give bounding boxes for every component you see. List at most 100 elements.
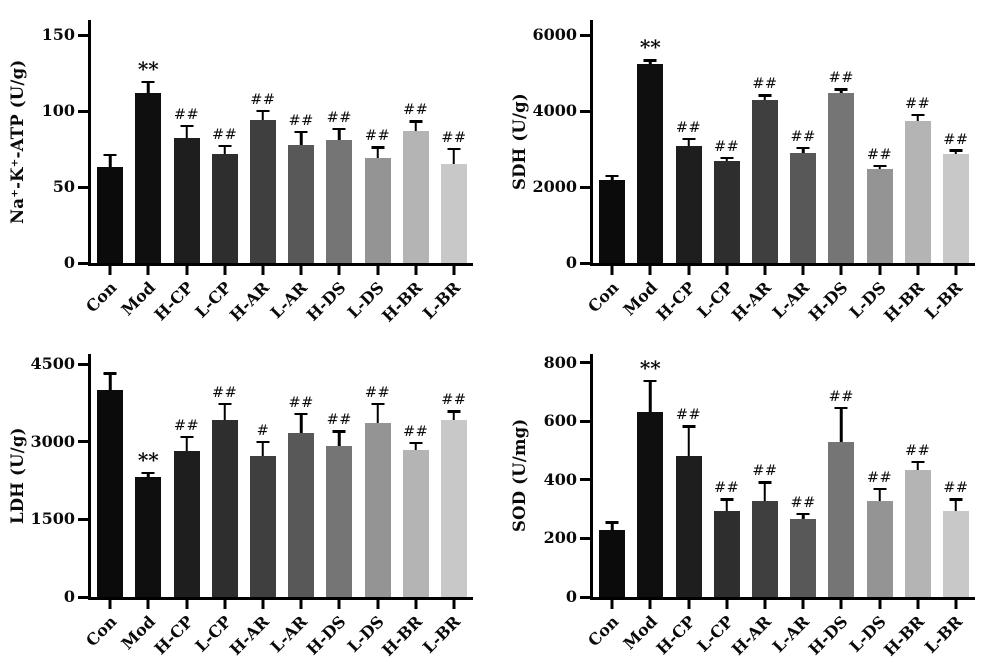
error-bar-cap [294,130,308,134]
x-tick-label: L-BR [921,611,967,657]
x-tick-label: H-CP [150,611,197,659]
error-bar [108,153,112,168]
bar-con [599,180,626,263]
x-tick-label: H-DS [302,277,350,325]
significance-label: ** [137,447,159,472]
error-bar-cap [911,113,925,117]
y-tick-label: 0 [565,253,577,272]
y-tick-label: 0 [63,253,75,272]
plot-area-ldh: 0 1500 3000 4500 Con ** Mod ## H-CP ## L-CP # H-AR ##… [30,354,473,660]
significance-label: ## [173,106,200,123]
error-bar [376,146,379,159]
error-bar [261,440,265,457]
bar-h-cp [675,455,702,597]
bar-l-br [440,419,467,597]
x-tick-label: Con [82,611,121,651]
x-tick-label: H-CP [652,277,699,325]
error-bar [452,410,456,420]
bar-l-ds [364,423,391,597]
significance-label: ## [403,102,429,119]
y-tick-label: 0 [565,587,577,606]
error-bar-cap [643,59,657,62]
x-tick [452,600,456,609]
error-bar [108,372,112,391]
significance-label: ## [441,129,467,146]
significance-label: # [256,423,270,439]
significance-label: ## [866,146,893,163]
x-tick [954,600,958,609]
y-tick-label: 0 [63,587,75,606]
x-tick [725,266,729,275]
x-tick [108,600,112,609]
bar-l-ds [364,158,391,263]
significance-label: ## [364,128,391,145]
panel-sod: SOD (U/mg) 0 200 400 600 800 Con ** Mod ## H-CP ##… [502,334,1005,668]
y-tick [78,109,88,113]
bar-h-br [904,120,931,263]
y-tick [580,419,590,423]
y-tick [580,109,590,113]
bar-h-cp [675,146,702,263]
significance-label: ## [790,494,816,511]
bar-l-ar [790,152,817,263]
error-bar [452,147,456,165]
x-tick [414,600,418,609]
y-axis-label: LDH (U/g) [8,427,27,524]
x-tick [610,266,614,275]
bar-mod [637,411,664,597]
x-tick [185,600,188,609]
y-tick [580,478,590,482]
plot-area-sdh: 0 2000 4000 6000 Con ** Mod ## H-CP ## L-CP ## H-AR #… [532,20,975,326]
y-tick-label: 200 [543,528,577,548]
error-bar [223,402,226,420]
x-tick-label: H-DS [804,277,852,325]
y-tick-label: 150 [41,25,75,45]
error-bar-cap [256,109,270,113]
x-tick-label: Con [82,277,121,317]
y-tick-label: 600 [543,411,577,431]
bar-mod [637,63,664,263]
y-tick-label: 800 [543,352,577,372]
error-bar-cap [758,481,772,484]
error-bar-cap [949,149,963,152]
error-bar-cap [103,153,117,157]
x-tick [763,266,767,275]
x-tick [763,600,767,609]
error-bar [338,127,341,140]
error-bar-cap [371,402,384,406]
bar-h-ds [326,445,353,597]
x-tick [223,600,227,609]
error-bar-cap [332,127,346,131]
error-bar [725,498,728,512]
x-tick-label: H-BR [378,277,427,326]
x-tick [801,266,805,275]
error-bar-cap [605,174,619,178]
y-axis-label: SOD (U/mg) [510,418,529,533]
bar-h-br [904,469,931,597]
error-bar [338,430,341,446]
significance-label: ## [714,138,740,155]
error-bar-cap [294,412,308,416]
significance-label: ## [173,417,200,434]
error-bar-cap [720,156,734,160]
bar-h-ds [326,139,353,263]
error-bar-cap [873,487,886,491]
error-bar [954,498,958,511]
x-tick [839,266,843,275]
x-tick [878,266,881,275]
y-tick-label: 1500 [30,509,75,529]
x-tick-label: L-BR [419,611,465,657]
error-bar-cap [758,94,772,97]
error-bar [376,402,379,424]
error-bar-cap [447,147,461,151]
bar-l-ds [866,500,893,597]
bar-h-ds [828,92,855,263]
bar-l-br [942,153,969,263]
y-tick-label: 2000 [532,177,577,197]
error-bar-cap [180,124,193,128]
significance-label: ## [714,480,740,497]
bar-mod [135,476,162,597]
y-tick [580,536,590,540]
bar-l-ar [288,432,315,597]
x-tick [185,266,188,275]
